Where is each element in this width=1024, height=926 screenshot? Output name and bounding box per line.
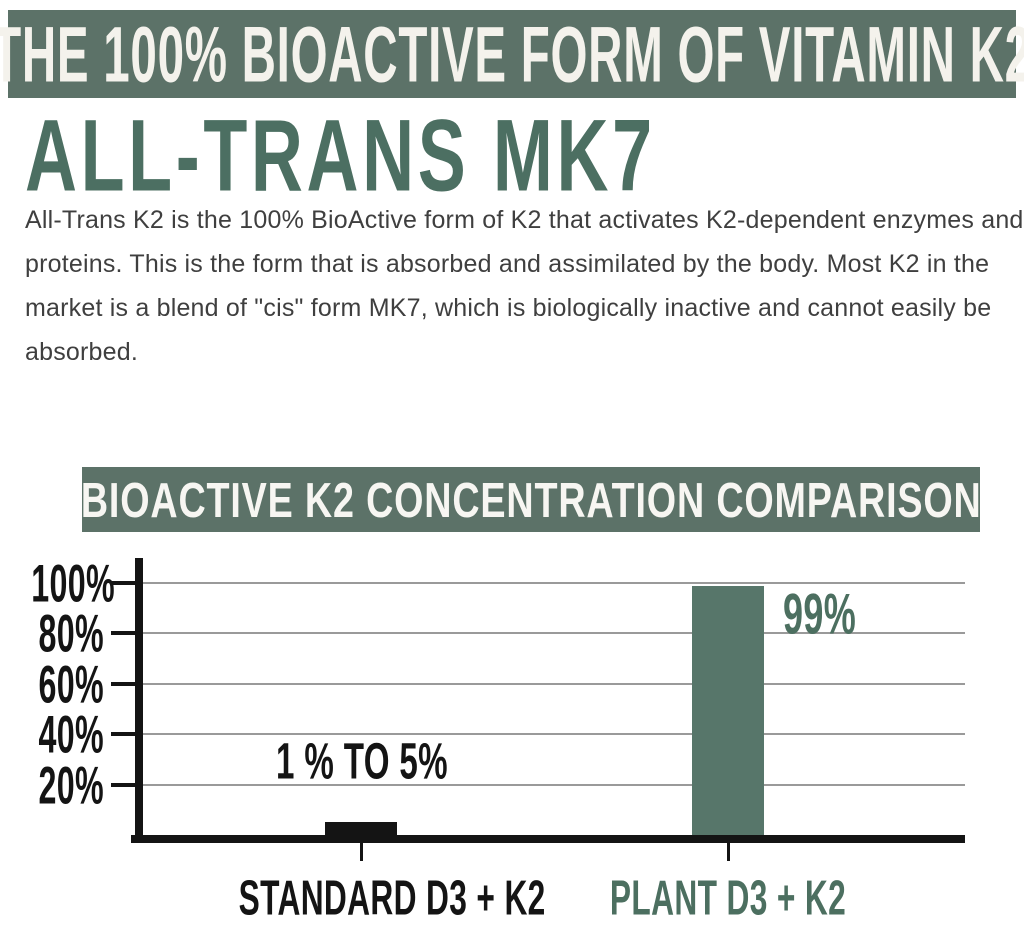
top-banner-title: THE 100% BIOACTIVE FORM OF VITAMIN K2 xyxy=(0,9,1024,99)
bar-plant-d3-k2 xyxy=(692,585,764,835)
category-label-plant-d3-k2: PLANT D3 + K2 xyxy=(609,871,847,926)
paragraph-line: market is a blend of "cis" form MK7, whi… xyxy=(25,294,992,322)
y-tick-label: 60% xyxy=(38,653,104,714)
page-title: ALL-TRANS MK7 xyxy=(25,104,726,206)
gridline xyxy=(143,733,965,736)
gridline xyxy=(143,682,965,685)
x-axis xyxy=(131,835,965,843)
description-paragraph: All-Trans K2 is the 100% BioActive form … xyxy=(25,198,1024,374)
y-tick-label: 40% xyxy=(38,704,104,765)
paragraph-line: All-Trans K2 is the 100% BioActive form … xyxy=(25,206,1024,234)
y-tick-mark xyxy=(111,631,135,636)
y-tick-mark xyxy=(111,732,135,737)
y-tick-label: 100% xyxy=(31,553,115,613)
gridline xyxy=(143,632,965,635)
chart-title-text: BIOACTIVE K2 CONCENTRATION COMPARISON xyxy=(80,471,982,528)
chart-title-banner: BIOACTIVE K2 CONCENTRATION COMPARISON xyxy=(80,467,982,532)
bar-value-label: 99% xyxy=(783,581,857,647)
paragraph-line: proteins. This is the form that is absor… xyxy=(25,250,990,278)
page-title-text: ALL-TRANS MK7 xyxy=(25,98,656,213)
paragraph-line: absorbed. xyxy=(25,338,138,366)
y-tick-label: 20% xyxy=(38,754,104,815)
gridline xyxy=(143,582,965,584)
y-tick-label: 80% xyxy=(38,603,104,664)
bar-standard-d3-k2 xyxy=(325,822,397,835)
x-tick-mark xyxy=(727,843,730,861)
x-tick-mark xyxy=(360,843,363,861)
top-banner: THE 100% BIOACTIVE FORM OF VITAMIN K2 xyxy=(0,10,1024,98)
y-axis xyxy=(135,558,143,843)
bar-value-label: 1 % TO 5% xyxy=(276,732,448,790)
gridline xyxy=(143,783,965,786)
category-label-standard-d3-k2: STANDARD D3 + K2 xyxy=(238,871,546,926)
y-tick-mark xyxy=(111,782,135,787)
y-tick-mark xyxy=(111,581,135,585)
y-tick-mark xyxy=(111,681,135,686)
